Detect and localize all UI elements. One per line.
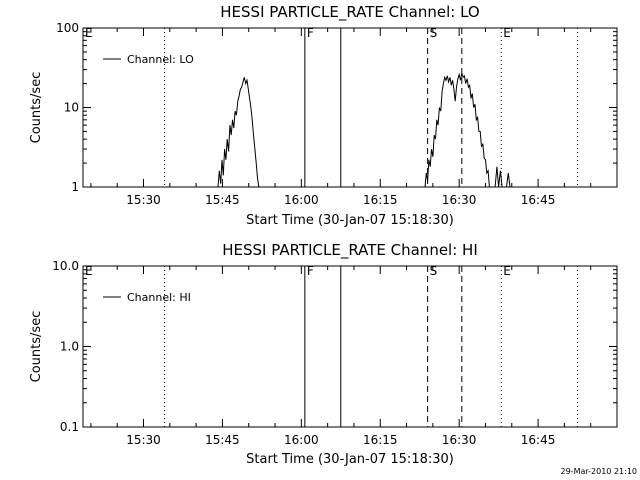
legend-label: Channel: HI	[127, 291, 191, 304]
x-tick-label: 15:45	[205, 433, 240, 447]
event-marker-label: S	[430, 264, 438, 278]
y-axis-label: Counts/sec	[29, 311, 44, 383]
panel-hi: HESSI PARTICLE_RATE Channel: HI 15:30 15:4…	[29, 241, 618, 467]
y-tick-label: 1	[71, 180, 79, 194]
x-tick-label: 16:45	[521, 193, 556, 207]
event-marker-label: E	[85, 26, 93, 40]
series-line	[494, 166, 503, 188]
x-axis-label: Start Time (30-Jan-07 15:18:30)	[246, 213, 454, 228]
y-tick-label: 0.1	[60, 420, 79, 434]
x-tick-label: 16:45	[521, 433, 556, 447]
y-tick-label: 10	[64, 101, 79, 115]
x-tick-label: 16:30	[442, 193, 477, 207]
x-tick-label: 16:30	[442, 433, 477, 447]
x-axis-label: Start Time (30-Jan-07 15:18:30)	[246, 452, 454, 467]
event-marker-label: S	[430, 26, 438, 40]
x-tick-label: 16:00	[284, 433, 319, 447]
plot-frame	[82, 27, 618, 188]
chart-title: HESSI PARTICLE_RATE Channel: LO	[220, 3, 479, 22]
series-line	[217, 77, 260, 188]
y-tick-label: 10.0	[52, 259, 79, 273]
panel-lo: HESSI PARTICLE_RATE Channel: LO 15:30 15:4…	[29, 3, 618, 228]
event-marker-label: E	[503, 264, 511, 278]
series-line	[506, 172, 511, 188]
legend-label: Channel: LO	[127, 53, 194, 66]
x-tick-label: 15:45	[205, 193, 240, 207]
event-marker-label: F	[307, 26, 314, 40]
x-tick-label: 15:30	[126, 193, 161, 207]
x-tick-label: 16:15	[363, 433, 398, 447]
event-marker-label: E	[503, 26, 511, 40]
x-tick-label: 15:30	[126, 433, 161, 447]
x-tick-label: 16:00	[284, 193, 319, 207]
y-axis-label: Counts/sec	[29, 72, 44, 144]
y-tick-label: 100	[56, 21, 79, 35]
y-tick-label: 1.0	[60, 340, 79, 354]
event-marker-label: F	[307, 264, 314, 278]
x-tick-label: 16:15	[363, 193, 398, 207]
event-marker-label: E	[85, 264, 93, 278]
series-line	[424, 72, 490, 188]
footer-timestamp: 29-Mar-2010 21:10	[561, 467, 638, 476]
chart-title: HESSI PARTICLE_RATE Channel: HI	[222, 241, 478, 260]
